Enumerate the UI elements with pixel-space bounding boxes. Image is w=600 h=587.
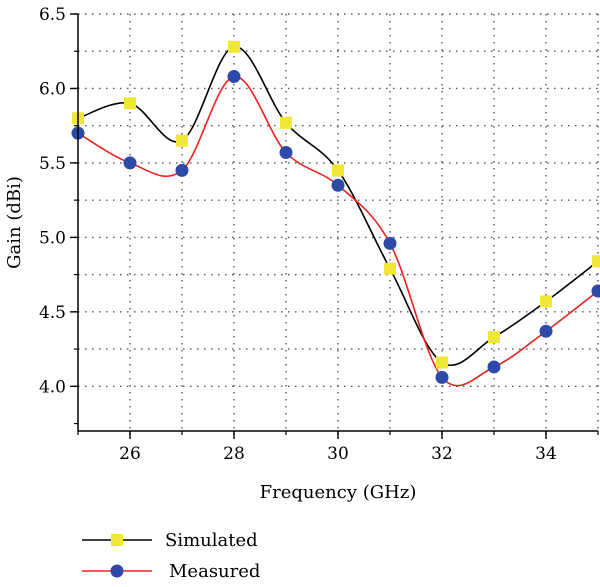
legend-marker-measured: [110, 564, 124, 578]
axes: [70, 13, 599, 439]
data-point-measured: [591, 284, 600, 298]
x-tick-label: 28: [223, 444, 245, 464]
data-point-simulated: [436, 356, 448, 369]
x-axis-title: Frequency (GHz): [260, 482, 417, 503]
data-point-simulated: [384, 262, 396, 275]
data-point-measured: [279, 146, 293, 160]
data-point-simulated: [124, 97, 136, 110]
y-tick-label: 6.5: [39, 5, 66, 25]
x-tick-label: 26: [119, 444, 141, 464]
legend-marker-simulated: [111, 534, 123, 546]
data-point-measured: [227, 70, 241, 84]
y-tick-label: 6.0: [39, 79, 66, 99]
y-tick-label: 4.5: [39, 303, 66, 323]
data-point-measured: [487, 360, 501, 374]
data-point-measured: [331, 178, 345, 192]
legend-circle-marker: [110, 564, 124, 578]
data-point-simulated: [228, 40, 240, 53]
x-tick-label: 32: [431, 444, 453, 464]
y-tick-label: 4.0: [39, 377, 66, 397]
legend-square-marker: [111, 534, 123, 546]
data-point-simulated: [540, 295, 552, 308]
data-point-simulated: [176, 134, 188, 147]
series-layer: [71, 40, 600, 387]
data-point-simulated: [332, 164, 344, 177]
data-point-simulated: [592, 255, 600, 268]
series-line-simulated: [77, 45, 599, 366]
data-point-measured: [539, 324, 553, 338]
y-tick-label: 5.5: [39, 154, 66, 174]
data-point-simulated: [280, 116, 292, 129]
grid: [78, 13, 599, 431]
x-tick-label: 30: [327, 444, 349, 464]
data-point-measured: [435, 370, 449, 384]
y-axis-title: Gain (dBi): [4, 176, 25, 269]
legend: Simulated Measured: [82, 530, 260, 582]
legend-label-simulated: Simulated: [165, 530, 258, 551]
data-point-measured: [175, 163, 189, 177]
legend-label-measured: Measured: [169, 561, 260, 582]
y-tick-label: 5.0: [39, 228, 66, 248]
tick-labels: 26 28 30 32 34 4.0 4.5 5.0 5.5 6.0 6.5: [39, 5, 557, 464]
x-tick-label: 34: [535, 444, 557, 464]
data-point-simulated: [488, 331, 500, 344]
data-point-measured: [383, 236, 397, 250]
data-point-measured: [123, 156, 137, 170]
